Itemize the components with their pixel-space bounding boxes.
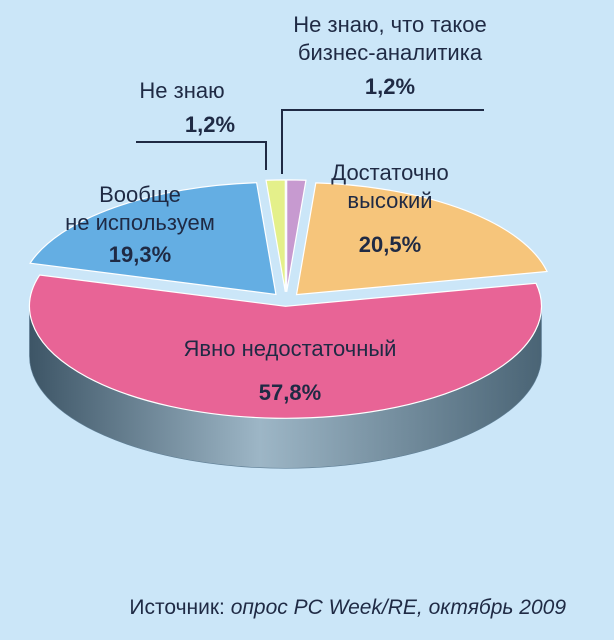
leader-line-не-знаю <box>136 141 267 170</box>
slice-value-достаточно-высокий: 20,5% <box>359 232 421 257</box>
slice-label-не-знаю: Не знаю <box>139 78 224 103</box>
slice-label-достаточно-высокий: Достаточно высокий <box>331 160 448 213</box>
slice-label-line: не используем <box>65 210 215 235</box>
pie-slice-явно-недостаточный <box>28 274 543 419</box>
slice-label-вообще-не-используем: Вообще не используем <box>65 182 215 235</box>
leader-lines <box>136 109 484 174</box>
slice-label-line: Вообще <box>99 182 181 207</box>
slice-label-line: Не знаю <box>139 78 224 103</box>
slice-label-явно-недостаточный: Явно недостаточный <box>184 336 397 361</box>
pie-slice-вообще-не-используем <box>29 182 277 296</box>
source-body: опрос PC Week/RE, октябрь 2009 <box>224 596 566 619</box>
pie-slice-не-знаю-что-такое-бизнес-аналитика <box>286 179 307 293</box>
slice-label-line: Явно недостаточный <box>184 336 397 361</box>
pie-slice-достаточно-высокий <box>295 182 548 296</box>
slice-value-вообще-не-используем: 19,3% <box>109 242 171 267</box>
slice-label-line: высокий <box>347 188 432 213</box>
leader-line-не-знаю-что-такое-бизнес-аналитика <box>281 109 484 174</box>
slice-label-line: Не знаю, что такое <box>293 12 486 37</box>
slice-value-не-знаю: 1,2% <box>185 112 235 137</box>
slice-value-явно-недостаточный: 57,8% <box>259 380 321 405</box>
slice-labels: Не знаю, что такое бизнес-аналитика 1,2% До… <box>65 12 487 405</box>
slice-label-line: бизнес-аналитика <box>298 40 483 65</box>
source-prefix: Источник: <box>129 596 225 619</box>
slice-value-не-знаю-что-такое-бизнес-аналитика: 1,2% <box>365 74 415 99</box>
pie-top <box>28 179 548 419</box>
slice-label-line: Достаточно <box>331 160 448 185</box>
pie-slice-не-знаю <box>265 179 286 293</box>
slice-label-не-знаю-что-такое-бизнес-аналитика: Не знаю, что такое бизнес-аналитика <box>293 12 486 65</box>
source-note: Источник: опрос PC Week/RE, октябрь 2009 <box>129 596 566 620</box>
